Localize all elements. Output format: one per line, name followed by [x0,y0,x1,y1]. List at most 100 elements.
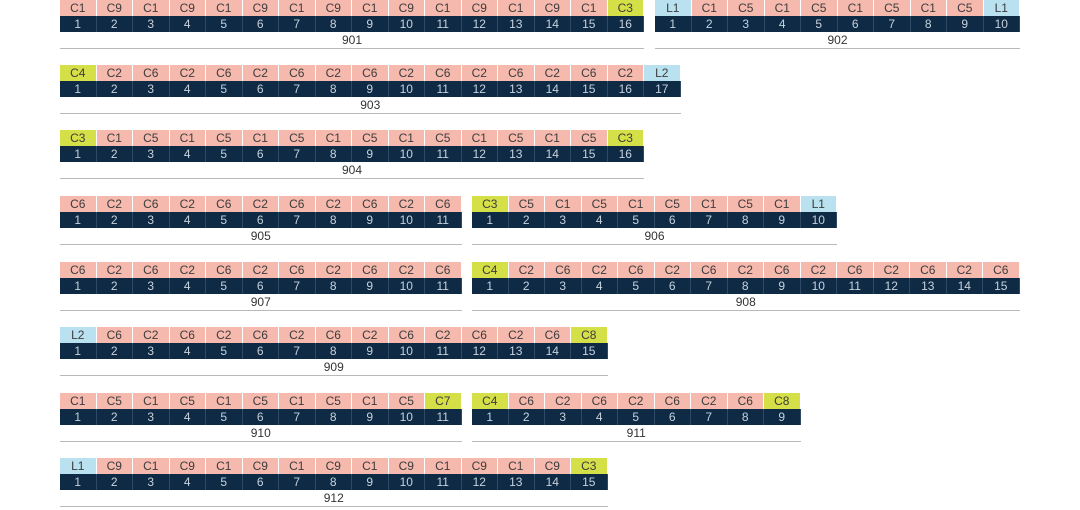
type-row: L2 C6 C2 C6 C2 C6 C2 C6 C2 C6 C2 C6 C2 C6 C8 [60,327,608,343]
type-cell: C6 [727,393,764,409]
type-cell: C5 [728,0,765,16]
track-group: C3 C1 C5 C1 C5 C1 C5 C1 C5 C1 C5 C1 C5 C1 C5 C3 1 2 3 4 5 6 7 8… [60,130,644,179]
position-number: 11 [837,278,874,294]
type-cell: L2 [60,327,97,343]
type-cell: C9 [96,0,133,16]
type-cell: C2 [498,327,535,343]
position-number: 10 [388,212,425,228]
position-number: 4 [169,409,206,425]
position-number: 4 [581,212,618,228]
position-number: 10 [388,146,425,162]
type-cell: C1 [461,130,498,146]
position-number: 7 [279,343,316,359]
type-cell: C9 [242,0,279,16]
position-number: 9 [352,474,389,490]
position-number: 7 [279,146,316,162]
type-cell: C1 [691,0,728,16]
position-number: 1 [472,212,509,228]
position-number: 7 [279,16,316,32]
type-cell: C1 [545,196,582,212]
type-cell: C2 [873,262,910,278]
position-number: 17 [644,81,681,97]
position-number: 10 [388,343,425,359]
type-cell: C6 [133,262,170,278]
type-cell: C2 [206,327,243,343]
type-cell: C1 [206,0,243,16]
group-label: 906 [472,228,837,245]
type-cell: C6 [545,262,582,278]
position-number: 2 [508,409,545,425]
type-row: C3 C1 C5 C1 C5 C1 C5 C1 C5 C1 C5 C1 C5 C1 C5 C3 [60,130,644,146]
type-cell: C5 [947,0,984,16]
position-number: 8 [315,409,352,425]
type-cell: C1 [206,393,243,409]
position-number: 11 [425,409,462,425]
type-cell: C6 [508,393,545,409]
position-number: 13 [498,146,535,162]
position-number: 11 [425,343,462,359]
type-cell: C6 [206,65,243,81]
position-number: 4 [764,16,801,32]
type-cell: C1 [315,130,352,146]
type-cell: C6 [461,327,498,343]
type-cell: L1 [983,0,1020,16]
type-cell: C4 [60,65,97,81]
position-number: 3 [133,343,170,359]
position-number: 7 [279,81,316,97]
position-number: 6 [837,16,874,32]
type-cell: C6 [837,262,874,278]
number-row: 1 2 3 4 5 6 7 8 9 10 11 12 13 14 15 [60,343,608,359]
type-cell: C6 [910,262,947,278]
type-cell: C6 [206,262,243,278]
type-cell: C6 [534,327,571,343]
type-cell: C6 [60,196,97,212]
position-number: 2 [691,16,728,32]
position-number: 11 [425,212,462,228]
position-number: 3 [133,212,170,228]
track-group: C3 C5 C1 C5 C1 C5 C1 C5 C1 L1 1 2 3 4 5 6 7 8 9 10 906 [472,196,837,245]
track-group: C6 C2 C6 C2 C6 C2 C6 C2 C6 C2 C6 1 2 3 4 5 6 7 8 9 10 11 905 [60,196,462,245]
position-number: 3 [133,81,170,97]
type-cell: C5 [96,393,133,409]
position-number: 16 [607,146,644,162]
type-cell: C2 [691,393,728,409]
type-row: C1 C5 C1 C5 C1 C5 C1 C5 C1 C5 C7 [60,393,462,409]
position-number: 6 [242,474,279,490]
position-number: 11 [425,474,462,490]
type-cell: C6 [654,393,691,409]
position-number: 10 [388,16,425,32]
group-label: 902 [655,32,1020,49]
position-number: 5 [206,81,243,97]
position-number: 2 [96,146,133,162]
type-cell: C6 [691,262,728,278]
type-cell: C1 [133,458,170,474]
position-number: 4 [169,146,206,162]
type-cell: C2 [388,262,425,278]
type-cell: C3 [607,0,644,16]
position-number: 3 [728,16,765,32]
type-cell: C9 [534,0,571,16]
position-number: 10 [388,409,425,425]
position-number: 13 [498,16,535,32]
type-cell: C2 [96,262,133,278]
type-cell: C9 [461,458,498,474]
type-row: C3 C5 C1 C5 C1 C5 C1 C5 C1 L1 [472,196,837,212]
position-number: 2 [96,81,133,97]
type-cell: C3 [607,130,644,146]
type-cell: C9 [96,458,133,474]
type-cell: C6 [279,262,316,278]
type-cell: C2 [133,327,170,343]
type-cell: C6 [352,196,389,212]
position-number: 7 [279,278,316,294]
type-cell: C1 [169,130,206,146]
type-cell: C5 [727,196,764,212]
position-number: 12 [461,146,498,162]
position-number: 12 [461,16,498,32]
position-number: 5 [618,212,655,228]
number-row: 1 2 3 4 5 6 7 8 9 10 11 12 13 14 15 16 [60,16,644,32]
position-number: 8 [315,16,352,32]
type-cell: C2 [315,65,352,81]
position-number: 10 [388,474,425,490]
type-cell: C6 [498,65,535,81]
